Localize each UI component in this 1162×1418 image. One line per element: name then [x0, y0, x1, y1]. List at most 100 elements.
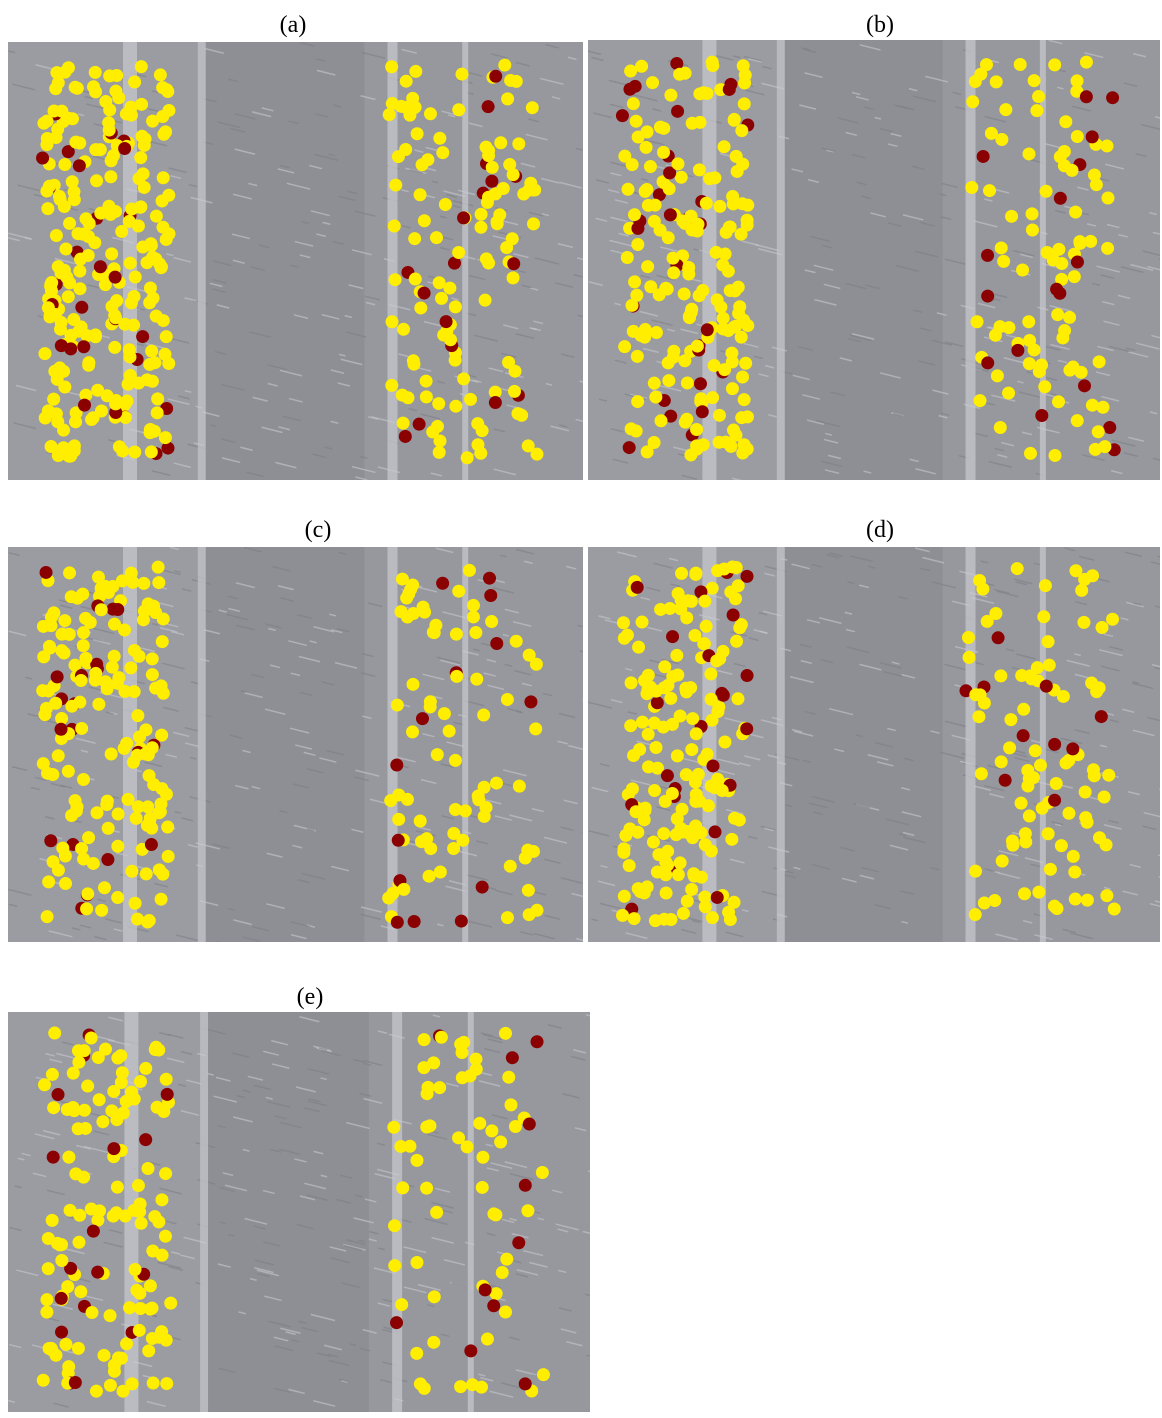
aerial-image: [8, 547, 583, 942]
detection-dot: [36, 684, 50, 698]
detection-dot: [462, 563, 476, 577]
texture: [1014, 757, 1030, 763]
detection-dot: [71, 1122, 85, 1136]
texture: [939, 193, 947, 197]
texture: [314, 153, 338, 161]
detection-dot: [1014, 796, 1028, 810]
texture: [165, 753, 178, 759]
texture: [691, 278, 702, 283]
detection-dot: [680, 894, 694, 908]
texture: [799, 104, 817, 110]
detection-dot: [666, 670, 680, 684]
detection-dot: [1005, 209, 1019, 223]
detection-dot: [699, 196, 713, 210]
detection-dot: [705, 911, 719, 925]
detection-dot: [105, 247, 119, 261]
detection-dot: [521, 439, 535, 453]
texture: [298, 1320, 307, 1325]
detection-dot: [73, 282, 87, 296]
detection-dot: [1050, 282, 1064, 296]
texture: [1051, 821, 1064, 826]
detection-dot: [54, 266, 68, 280]
detection-dot: [1033, 758, 1047, 772]
texture: [551, 1189, 563, 1194]
detection-dot: [703, 172, 717, 186]
texture: [636, 740, 652, 746]
texture: [265, 1096, 273, 1100]
texture: [614, 199, 629, 204]
detection-dot: [690, 339, 704, 353]
texture: [45, 1052, 55, 1057]
detection-dot: [489, 776, 503, 790]
texture: [642, 138, 665, 146]
texture: [1016, 653, 1036, 660]
detection-dot: [143, 296, 157, 310]
detection-dot: [77, 340, 91, 354]
detection-dot: [686, 831, 700, 845]
texture: [56, 1052, 74, 1059]
stripe: [387, 42, 398, 480]
detection-dot: [659, 886, 673, 900]
detection-dot: [487, 1299, 501, 1313]
detection-dot: [1080, 893, 1094, 907]
detection-dot: [62, 1360, 76, 1374]
texture: [919, 567, 931, 572]
texture: [1154, 666, 1160, 670]
texture: [1054, 823, 1062, 827]
texture: [534, 257, 560, 265]
detection-dot: [650, 696, 664, 710]
detection-dot: [77, 852, 91, 866]
detection-dot: [481, 100, 495, 114]
texture: [234, 113, 256, 120]
texture: [994, 588, 1010, 595]
detection-dot: [108, 340, 122, 354]
texture: [229, 734, 243, 739]
detection-dot: [706, 759, 720, 773]
texture: [294, 1158, 307, 1163]
texture: [998, 872, 1021, 880]
detection-dot: [530, 903, 544, 917]
texture: [901, 920, 909, 924]
detection-dot: [75, 721, 89, 735]
detection-dot: [154, 261, 168, 275]
texture: [798, 345, 814, 352]
texture: [516, 1269, 539, 1276]
texture: [729, 858, 745, 864]
detection-dot: [398, 429, 412, 443]
detection-dot: [729, 561, 743, 575]
texture: [821, 147, 835, 152]
detection-dot: [1069, 564, 1083, 578]
texture: [558, 1307, 572, 1312]
detection-dot: [993, 320, 1007, 334]
texture: [511, 1232, 529, 1239]
texture: [498, 387, 511, 392]
texture: [15, 384, 37, 392]
texture: [273, 1387, 291, 1394]
detection-dot: [88, 65, 102, 79]
detection-dot: [503, 158, 517, 172]
detection-dot: [529, 657, 543, 671]
detection-dot: [1087, 769, 1101, 783]
texture: [364, 1198, 377, 1203]
texture: [299, 1195, 316, 1201]
detection-dot: [406, 677, 420, 691]
detection-dot: [432, 397, 446, 411]
detection-dot: [159, 1072, 173, 1086]
detection-dot: [488, 385, 502, 399]
texture: [661, 658, 680, 665]
detection-dot: [51, 415, 65, 429]
texture: [440, 659, 461, 666]
detection-dot: [643, 160, 657, 174]
detection-dot: [662, 374, 676, 388]
texture: [531, 807, 544, 813]
texture: [725, 931, 744, 938]
texture: [49, 1058, 63, 1064]
detection-dot: [158, 347, 172, 361]
detection-dot: [1035, 408, 1049, 422]
texture: [228, 907, 236, 912]
stripe: [392, 1012, 403, 1412]
detection-dot: [1089, 178, 1103, 192]
detection-dot: [403, 1139, 417, 1153]
texture: [495, 889, 513, 896]
detection-dot: [994, 755, 1008, 769]
